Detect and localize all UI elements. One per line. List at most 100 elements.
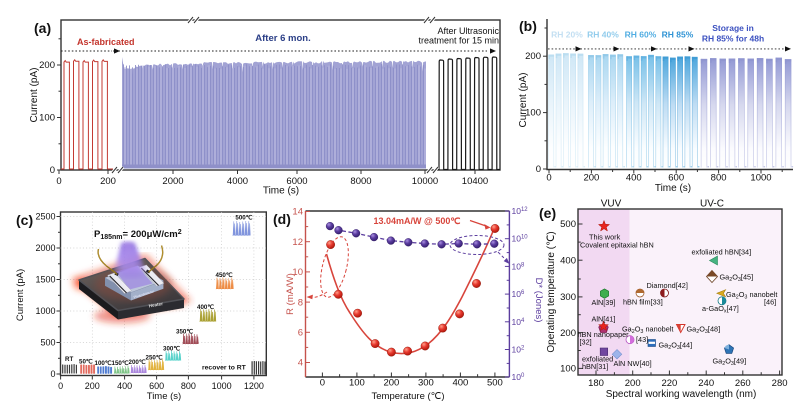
svg-text:300: 300 [418, 378, 434, 389]
svg-text:200: 200 [39, 60, 55, 71]
svg-text:200: 200 [525, 51, 541, 62]
svg-text:150℃: 150℃ [112, 360, 129, 367]
svg-text:(d): (d) [273, 211, 291, 227]
svg-text:0: 0 [320, 378, 325, 389]
svg-text:hBN nanopaper: hBN nanopaper [578, 330, 630, 339]
svg-text:Storage in: Storage in [712, 23, 754, 33]
svg-text:Ga2O3 nanobelt: Ga2O3 nanobelt [622, 325, 673, 336]
svg-text:Spectral working wavelength (n: Spectral working wavelength (nm) [606, 389, 757, 400]
svg-text:200: 200 [560, 328, 576, 339]
svg-text:0: 0 [56, 176, 61, 187]
svg-text:10000: 10000 [412, 176, 438, 187]
svg-text:0: 0 [50, 369, 55, 379]
svg-text:Time (s): Time (s) [655, 183, 691, 194]
svg-text:500: 500 [560, 219, 576, 230]
svg-text:Current (pA): Current (pA) [518, 72, 529, 127]
svg-text:R (mA/W): R (mA/W) [285, 273, 296, 315]
svg-text:exfoliated hBN[34]: exfoliated hBN[34] [692, 248, 752, 257]
svg-text:(e): (e) [539, 205, 556, 221]
svg-text:UV-C: UV-C [700, 199, 724, 210]
svg-text:(a): (a) [34, 20, 51, 36]
svg-text:Ga2O3[48]: Ga2O3[48] [687, 325, 721, 336]
svg-text:D* (Jones): D* (Jones) [533, 278, 544, 323]
svg-text:12: 12 [292, 237, 303, 248]
svg-text:10: 10 [292, 267, 303, 278]
svg-text:Ga2O3[44]: Ga2O3[44] [659, 341, 693, 352]
svg-text:180: 180 [588, 378, 604, 389]
svg-text:[43]: [43] [636, 335, 648, 344]
svg-text:13.04mA/W @ 500℃: 13.04mA/W @ 500℃ [374, 216, 461, 226]
svg-text:400: 400 [452, 378, 468, 389]
svg-text:0: 0 [536, 164, 541, 175]
svg-text:260: 260 [735, 378, 751, 389]
svg-text:1000: 1000 [35, 306, 55, 316]
svg-text:Current (pA): Current (pA) [15, 269, 26, 321]
svg-text:450℃: 450℃ [216, 272, 233, 279]
svg-text:AlN[41]: AlN[41] [592, 315, 616, 324]
svg-text:100: 100 [349, 378, 365, 389]
svg-text:100: 100 [39, 113, 55, 124]
svg-text:800: 800 [181, 381, 196, 391]
svg-text:102: 102 [512, 345, 525, 355]
svg-text:AlN[39]: AlN[39] [592, 298, 616, 307]
svg-text:100: 100 [560, 364, 576, 375]
svg-text:200: 200 [625, 378, 641, 389]
svg-text:400℃: 400℃ [197, 304, 214, 311]
svg-text:250℃: 250℃ [146, 355, 163, 362]
svg-text:1000: 1000 [750, 173, 771, 184]
svg-text:Temperature (℃): Temperature (℃) [372, 391, 445, 402]
svg-text:300℃: 300℃ [163, 346, 180, 353]
svg-text:108: 108 [512, 261, 525, 271]
svg-text:800: 800 [711, 173, 727, 184]
svg-text:[46]: [46] [764, 298, 776, 307]
svg-text:500: 500 [40, 338, 55, 348]
svg-text:As-fabricated: As-fabricated [77, 37, 135, 47]
svg-text:Ga2O3[49]: Ga2O3[49] [713, 357, 747, 368]
svg-text:1200: 1200 [244, 381, 264, 391]
svg-text:2000: 2000 [35, 243, 55, 253]
svg-text:0: 0 [546, 173, 551, 184]
svg-text:Diamond[42]: Diamond[42] [647, 281, 688, 290]
svg-text:treatment for 15 min: treatment for 15 min [418, 36, 499, 46]
svg-text:1010: 1010 [512, 234, 529, 244]
svg-text:Ga2O3 nanobelt: Ga2O3 nanobelt [726, 290, 777, 301]
svg-text:1000: 1000 [212, 381, 232, 391]
svg-text:1012: 1012 [512, 206, 529, 216]
svg-text:exfoliated: exfoliated [582, 355, 613, 364]
svg-text:600: 600 [668, 173, 684, 184]
svg-text:100: 100 [512, 372, 525, 382]
svg-text:200: 200 [100, 176, 116, 187]
svg-text:(b): (b) [519, 18, 537, 34]
svg-text:10400: 10400 [462, 176, 488, 187]
svg-text:200℃: 200℃ [129, 359, 146, 366]
svg-text:2500: 2500 [35, 212, 55, 222]
svg-text:2000: 2000 [162, 176, 183, 187]
svg-text:After 6 mon.: After 6 mon. [255, 33, 310, 44]
svg-text:0: 0 [58, 381, 63, 391]
svg-text:RH 40%: RH 40% [587, 30, 619, 40]
svg-text:AlN NW[40]: AlN NW[40] [614, 359, 652, 368]
svg-text:1500: 1500 [35, 275, 55, 285]
svg-text:100: 100 [525, 108, 541, 119]
svg-text:100℃: 100℃ [95, 360, 112, 367]
svg-text:Current (pA): Current (pA) [29, 67, 40, 122]
svg-text:After Ultrasonic: After Ultrasonic [437, 26, 499, 36]
svg-text:350℃: 350℃ [176, 329, 193, 336]
svg-text:This work: This work [589, 233, 621, 242]
svg-text:200: 200 [85, 381, 100, 391]
svg-text:RT: RT [65, 356, 73, 363]
svg-text:500: 500 [487, 378, 503, 389]
svg-text:Heater: Heater [148, 301, 163, 308]
svg-text:hBN[31]: hBN[31] [582, 362, 608, 371]
svg-text:6: 6 [298, 328, 303, 339]
svg-text:[32]: [32] [580, 338, 592, 347]
svg-text:hBN film[33]: hBN film[33] [623, 298, 663, 307]
svg-text:106: 106 [512, 289, 525, 299]
svg-text:VUV: VUV [601, 199, 622, 210]
svg-text:200: 200 [383, 378, 399, 389]
svg-text:300: 300 [560, 292, 576, 303]
svg-text:104: 104 [512, 317, 525, 327]
svg-text:Covalent epitaxial hBN: Covalent epitaxial hBN [580, 241, 654, 250]
svg-text:500℃: 500℃ [235, 215, 252, 222]
svg-text:400: 400 [117, 381, 132, 391]
